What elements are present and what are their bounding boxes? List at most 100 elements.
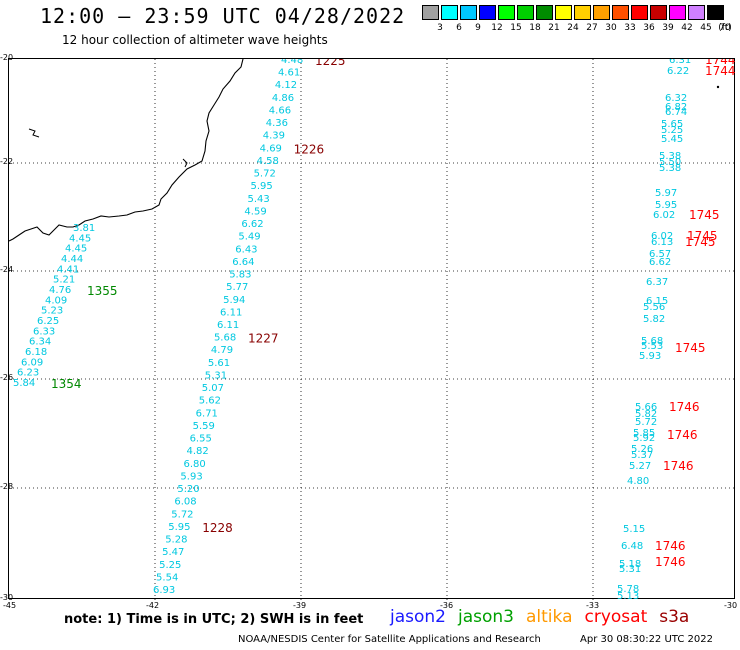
swh-value: 5.07 — [202, 383, 224, 394]
swh-value: 5.45 — [661, 134, 683, 145]
swh-value: 5.78 — [617, 584, 639, 595]
swh-value: 4.36 — [266, 118, 288, 129]
generated-time: Apr 30 08:30:22 UTC 2022 — [580, 634, 713, 645]
swh-value: 5.92 — [633, 433, 655, 444]
lon-tick-label: -30 — [724, 601, 738, 610]
legend-label: 18 — [529, 23, 541, 33]
wave-height-map[interactable]: 4.48 4.61 4.12 4.86 4.66 4.36 4.39 4.69 4.58 5.72… — [8, 58, 736, 600]
swh-value: 5.54 — [156, 572, 178, 583]
swh-value: 5.82 — [635, 409, 657, 420]
lon-tick-label: -36 — [440, 601, 454, 610]
pass-time-label: 1228 — [202, 521, 233, 535]
swh-value: 6.64 — [232, 257, 254, 268]
swh-value: 5.66 — [635, 402, 657, 413]
pass-time-label: 1745 — [687, 229, 718, 243]
legend-label: 45 — [700, 23, 712, 33]
swh-value: 4.59 — [244, 206, 266, 217]
swh-value: 5.56 — [643, 302, 665, 313]
swh-value: 6.62 — [649, 257, 671, 268]
credit-text: NOAA/NESDIS Center for Satellite Applica… — [238, 634, 541, 645]
swh-value: 5.47 — [162, 547, 184, 558]
lat-tick-label: -20 — [0, 53, 14, 62]
swh-value: 6.13 — [651, 237, 673, 248]
swh-value: 6.11 — [220, 307, 242, 318]
swh-value: 5.65 — [661, 119, 683, 130]
lon-tick-label: -45 — [3, 601, 17, 610]
legend-label: 70 — [719, 23, 731, 33]
legend-label: 36 — [643, 23, 655, 33]
pass-time-label: 1354 — [51, 377, 82, 391]
swh-value: 5.38 — [659, 151, 681, 162]
swh-value: 5.28 — [165, 535, 187, 546]
satellite-name: jason3 — [458, 607, 514, 627]
swh-value: 5.37 — [631, 450, 653, 461]
swh-value: 5.49 — [238, 232, 260, 243]
swh-value: 6.43 — [235, 244, 257, 255]
map-subtitle: 12 hour collection of altimeter wave hei… — [62, 33, 328, 47]
pass-time-label: 1744 — [705, 59, 736, 67]
swh-value: 6.80 — [183, 459, 205, 470]
swh-value: 4.12 — [275, 80, 297, 91]
swh-value: 5.59 — [193, 421, 215, 432]
swh-value: 6.57 — [649, 249, 671, 260]
pass-time-label: 1746 — [655, 555, 686, 569]
swh-value: 6.93 — [153, 585, 175, 596]
legend-swatch — [631, 5, 648, 20]
swh-value: 4.48 — [281, 59, 303, 66]
swh-value: 5.31 — [619, 564, 641, 575]
pass-time-label: 1745 — [689, 208, 720, 222]
swh-value: 5.18 — [619, 559, 641, 570]
swh-value: 5.21 — [53, 275, 75, 286]
legend-swatch — [422, 5, 439, 20]
swh-value: 5.20 — [177, 484, 199, 495]
swh-value: 4.45 — [69, 233, 91, 244]
lat-tick-label: -22 — [0, 157, 14, 166]
legend-swatch — [555, 5, 572, 20]
legend-label: 6 — [456, 23, 462, 33]
swh-value: 5.83 — [229, 270, 251, 281]
swh-value: 6.02 — [653, 210, 675, 221]
footer-note: note: 1) Time is in UTC; 2) SWH is in fe… — [64, 612, 364, 627]
lon-tick-label: -33 — [586, 601, 600, 610]
swh-value: 6.55 — [190, 434, 212, 445]
pass-time-label: 1746 — [667, 428, 698, 442]
swh-value: 5.95 — [251, 181, 273, 192]
swh-value: 6.02 — [651, 231, 673, 242]
legend-label: 39 — [662, 23, 674, 33]
legend-swatch — [441, 5, 458, 20]
swh-value: 5.97 — [655, 188, 677, 199]
swh-value: 6.32 — [665, 93, 687, 104]
satellite-legend: jason2 jason3 altika cryosat s3a — [390, 607, 701, 627]
swh-value: 6.71 — [196, 408, 218, 419]
swh-value: 4.44 — [61, 254, 83, 265]
swh-value: 5.26 — [631, 444, 653, 455]
swh-value: 4.66 — [269, 105, 291, 116]
swh-value: 6.31 — [669, 59, 691, 66]
swh-value: 6.34 — [29, 337, 51, 348]
swh-value: 5.61 — [208, 358, 230, 369]
swh-value: 6.37 — [646, 277, 668, 288]
legend-label: 9 — [475, 23, 481, 33]
swh-value: 6.74 — [665, 107, 687, 118]
pass-time-label: 1746 — [655, 539, 686, 553]
swh-value: 5.13 — [617, 591, 639, 600]
legend-unit: (ft) — [718, 23, 732, 33]
lon-tick-label: -42 — [146, 601, 160, 610]
island-dot — [716, 85, 720, 89]
pass-time-label: 1225 — [315, 59, 346, 68]
legend-label: 21 — [548, 23, 560, 33]
swh-value: 4.69 — [260, 143, 282, 154]
swh-value: 5.72 — [171, 509, 193, 520]
swh-value: 4.58 — [257, 156, 279, 167]
color-scale-legend: 3 6 9 12 15 18 21 24 27 30 33 36 39 42 45 70 (ft) — [422, 5, 732, 37]
legend-swatch — [517, 5, 534, 20]
legend-label: 30 — [605, 23, 617, 33]
satellite-name: jason2 — [390, 607, 446, 627]
legend-swatch — [498, 5, 515, 20]
legend-swatch — [707, 5, 724, 20]
map-canvas[interactable]: 4.48 4.614.12 4.864.66 4.36 4.394.69 4.58 5.72… — [9, 59, 736, 600]
legend-swatch — [593, 5, 610, 20]
pass-time-label: 1746 — [663, 459, 694, 473]
lon-tick-label: -39 — [293, 601, 307, 610]
pass-time-label: 1226 — [294, 142, 325, 156]
